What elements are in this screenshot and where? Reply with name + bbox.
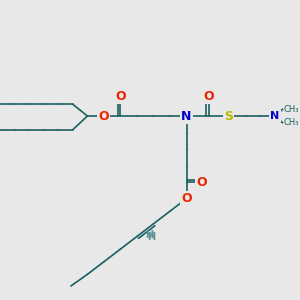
Text: O: O bbox=[203, 90, 214, 103]
Text: S: S bbox=[224, 110, 233, 122]
Text: H: H bbox=[148, 232, 156, 242]
Text: N: N bbox=[181, 110, 192, 122]
Text: O: O bbox=[99, 110, 109, 122]
Text: O: O bbox=[181, 192, 192, 205]
Text: N: N bbox=[270, 111, 280, 121]
Text: CH₃: CH₃ bbox=[284, 118, 299, 127]
Text: CH₃: CH₃ bbox=[284, 105, 299, 114]
Text: O: O bbox=[115, 90, 126, 103]
Text: O: O bbox=[197, 176, 207, 189]
Text: H: H bbox=[145, 230, 153, 239]
